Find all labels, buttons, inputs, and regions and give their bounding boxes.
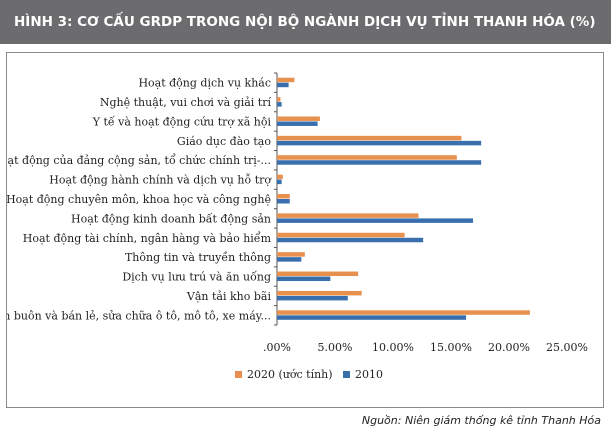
category-label: Y tế và hoạt động cứu trợ xã hội (92, 115, 272, 128)
bar-series-2020 (277, 213, 419, 218)
bar-series-2010 (277, 276, 331, 282)
bar-series-2010 (277, 82, 289, 88)
category-label: Hoạt động dịch vụ khác (138, 77, 271, 90)
bar-series-2020 (277, 232, 405, 238)
bar-series-2020 (277, 194, 290, 199)
category-label: Vận tải kho bãi (186, 290, 272, 303)
bar-series-2010 (277, 160, 482, 165)
bar-series-2010 (277, 179, 282, 185)
category-label: Hoạt động chuyên môn, khoa học và công n… (7, 193, 271, 206)
x-tick-label: 25.00% (546, 341, 588, 354)
bar-series-2010 (277, 315, 467, 320)
x-tick-label: 15.00% (430, 341, 472, 354)
bar-series-2010 (277, 218, 474, 223)
bar-series-2010 (277, 237, 424, 243)
chart-frame: Hoạt động dịch vụ khác Nghệ thuật, vui ch… (6, 52, 604, 408)
category-label: Giáo dục đào tạo (177, 135, 271, 148)
bar-series-2020 (277, 155, 457, 160)
page-title: HÌNH 3: CƠ CẤU GRDP TRONG NỘI BỘ NGÀNH D… (0, 0, 611, 44)
category-label: Thông tin và truyền thông (125, 251, 271, 264)
category-label: Hoạt động tài chính, ngân hàng và bảo hi… (23, 231, 272, 245)
category-label: Hoạt động của đảng cộng sản, tổ chức chí… (7, 154, 271, 167)
bar-series-2020 (277, 77, 295, 83)
bar-series-2020 (277, 97, 281, 102)
bar-series-2010 (277, 102, 282, 107)
legend-swatch-2010 (343, 371, 350, 378)
x-tick-label: 5.00% (318, 341, 353, 354)
category-label: Hoạt động kinh doanh bất động sản (71, 212, 271, 225)
bar-series-2020 (277, 174, 283, 180)
category-label: Hoạt động hành chính và dịch vụ hỗ trợ (49, 174, 272, 187)
category-label: Dịch vụ lưu trú và ăn uống (122, 271, 271, 284)
legend-label: 2020 (ước tính) (247, 368, 333, 381)
category-label: Nghệ thuật, vui chơi và giải trí (100, 96, 272, 109)
bar-series-2020 (277, 116, 320, 121)
bar-series-2020 (277, 290, 362, 296)
bar-series-2010 (277, 140, 482, 146)
bar-series-2020 (277, 271, 359, 277)
category-label: Bán buôn và bán lẻ, sửa chữa ô tô, mô tô… (7, 309, 271, 322)
x-tick-label: .00% (263, 341, 291, 354)
bar-series-2010 (277, 121, 318, 126)
legend-swatch-2020 (235, 371, 242, 378)
x-tick-label: 20.00% (488, 341, 530, 354)
bar-series-2020 (277, 252, 305, 257)
legend-label: 2010 (355, 368, 383, 381)
x-tick-label: 10.00% (372, 341, 414, 354)
bar-series-2020 (277, 135, 462, 141)
source-note: Nguồn: Niên giám thống kê tỉnh Thanh Hóa (361, 414, 601, 427)
bar-series-2020 (277, 310, 530, 315)
bar-chart: Hoạt động dịch vụ khác Nghệ thuật, vui ch… (7, 72, 588, 381)
bar-series-2010 (277, 199, 290, 204)
bar-series-2010 (277, 257, 302, 262)
bar-series-2010 (277, 295, 348, 301)
